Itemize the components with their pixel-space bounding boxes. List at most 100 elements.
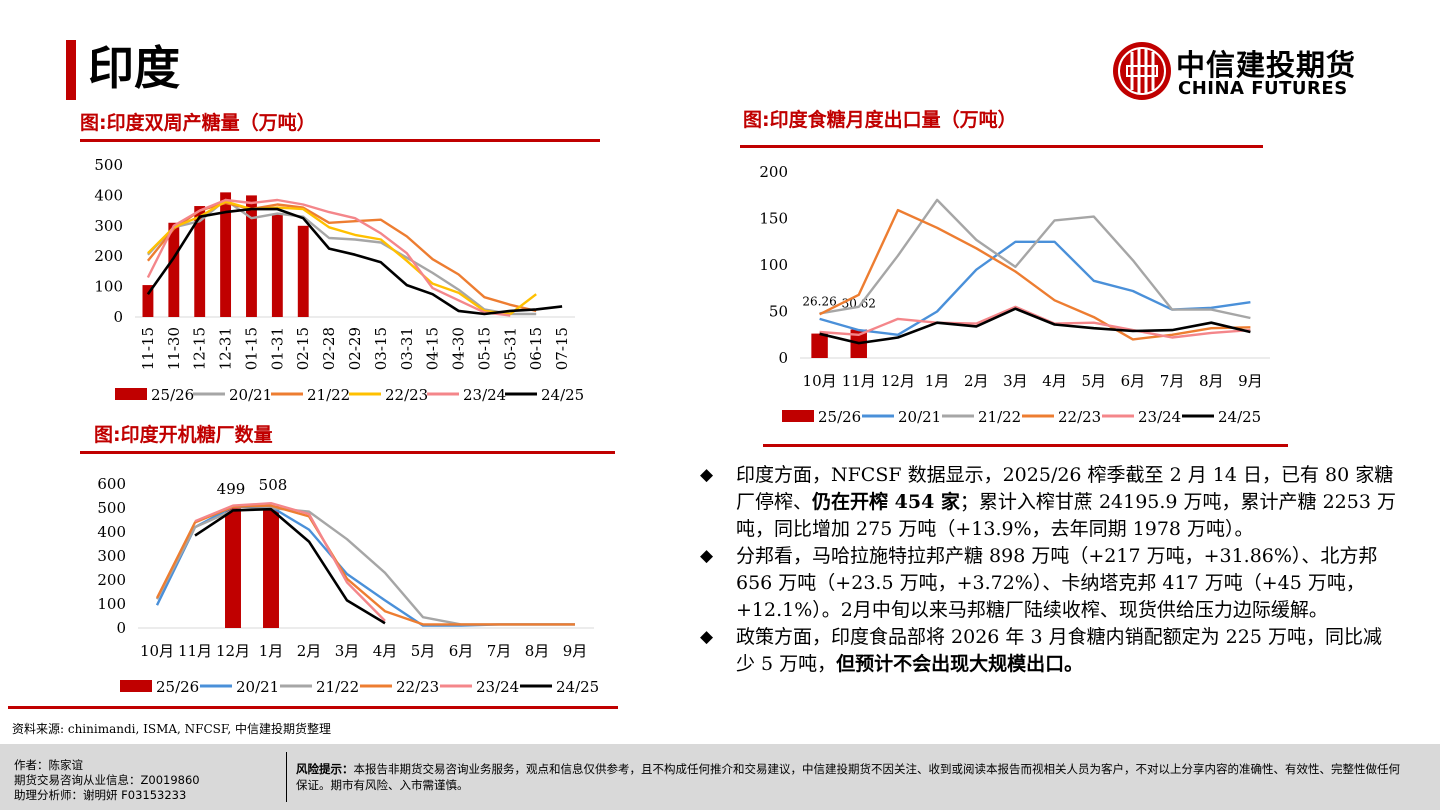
chart2-xtick-label: 12月: [216, 642, 250, 660]
risk-label: 风险提示：: [296, 762, 354, 776]
chart3-ytick-label: 200: [760, 163, 788, 181]
chart1-xtick-label: 03-31: [398, 327, 416, 370]
risk-text: 本报告非期货交易咨询业务服务，观点和信息仅供参考，且不构成任何推介和交易建议，中…: [296, 762, 1400, 792]
footer: 作者：陈家谊 期货交易咨询从业信息：Z0019860 助理分析师：谢明妍 F03…: [0, 744, 1440, 810]
bullet-policy: ◆ 政策方面，印度食品部将 2026 年 3 月食糖内销配额定为 225 万吨，…: [700, 624, 1400, 678]
chart1-xtick-label: 04-15: [424, 327, 442, 370]
chart2-series-line: [155, 504, 575, 626]
chart1-xtick-label: 05-31: [501, 327, 519, 370]
chart1-series-line: [146, 201, 537, 313]
chart1-ytick-label: 100: [94, 278, 123, 296]
chart1-series-line: [146, 198, 511, 317]
chart1-legend-label: 25/26: [151, 386, 194, 404]
chart1-xtick-label: 07-15: [553, 327, 571, 370]
diamond-bullet-icon: ◆: [700, 627, 714, 647]
data-source: 资料来源: chinimandi, ISMA, NFCSF, 中信建投期货整理: [12, 722, 331, 736]
chart1-ytick-label: 0: [113, 308, 123, 326]
chart2-ytick-label: 600: [97, 475, 126, 493]
chart3-xtick-label: 12月: [881, 372, 915, 390]
chart3-xtick-label: 2月: [964, 372, 989, 390]
chart2-ytick-label: 0: [116, 619, 126, 637]
chart2-ytick-label: 500: [97, 499, 126, 517]
bullet2-text: 分邦看，马哈拉施特拉邦产糖 898 万吨（+217 万吨，+31.86%）、北方…: [736, 545, 1378, 621]
chart3-ytick-label: 50: [769, 303, 788, 321]
chart2-xtick-label: 9月: [563, 642, 588, 660]
chart1-legend-label: 20/21: [229, 386, 272, 404]
chart1-xtick-label: 11-15: [139, 327, 157, 370]
footer-author-info: 作者：陈家谊 期货交易咨询从业信息：Z0019860 助理分析师：谢明妍 F03…: [14, 758, 200, 803]
brand-logo: 中信建投期货 CHINA FUTURES: [1112, 40, 1377, 104]
chart3-bar: [811, 333, 828, 358]
chart1-xtick-label: 05-15: [475, 327, 493, 370]
chart2-ytick-label: 200: [97, 571, 126, 589]
bullet1-bold: 仍在开榨 454 家: [812, 491, 960, 513]
risk-disclaimer: 风险提示：本报告非期货交易咨询业务服务，观点和信息仅供参考，且不构成任何推介和交…: [296, 761, 1406, 793]
chart1-bar: [297, 225, 309, 317]
chart1-series-line: [147, 200, 537, 316]
chart3-series-line: [819, 208, 1251, 341]
chart2-bar-label: 508: [259, 476, 288, 494]
chart3-bar-label: 26.26: [802, 295, 836, 309]
chart2-ytick-label: 300: [97, 547, 126, 565]
chart2-mills-operating: 0 100 200 300 400 500 600 499 508 10月 11月 12月 1月 2月 3月…: [97, 475, 599, 696]
chart2-legend-label: 22/23: [396, 678, 439, 696]
chart1-ytick-label: 300: [94, 217, 123, 235]
chart2-xtick-label: 11月: [178, 642, 212, 660]
chart1-bar: [246, 195, 257, 317]
chart1-bar: [194, 206, 206, 317]
page-title: 印度: [88, 41, 180, 95]
chart1-xtick-label: 01-15: [242, 327, 260, 370]
bullet3-text: 政策方面，印度食品部将 2026 年 3 月食糖内销配额定为 225 万吨，同比…: [736, 626, 1382, 675]
chart2-xtick-label: 10月: [140, 642, 174, 660]
chart1-legend-label: 23/24: [463, 386, 506, 404]
chart1-sugar-production: 0 100 200 300 400 500 11-15 11-30 12-15 12-31 01-1…: [94, 156, 584, 404]
chart3-xtick-label: 9月: [1238, 372, 1263, 390]
chart2-xtick-label: 1月: [259, 642, 284, 660]
bullet1-text: 印度方面，NFCSF 数据显示，2025/26 榨季截至 2 月 14 日，已有…: [736, 464, 1394, 513]
chart2-series-line: [155, 506, 575, 626]
chart2-title-rule: [80, 451, 615, 454]
chart2-bar: [225, 508, 241, 628]
chart3-xtick-label: 10月: [803, 372, 837, 390]
author-name: 作者：陈家谊: [14, 758, 83, 772]
logo-chinese-text: 中信建投期货: [1176, 48, 1357, 82]
chart2-title: 图:印度开机糖厂数量: [94, 424, 273, 446]
chart1-ytick-label: 500: [94, 156, 123, 174]
chart3-ytick-label: 150: [760, 210, 788, 228]
chart3-series-line: [819, 307, 1251, 345]
chart2-ytick-label: 100: [97, 595, 126, 613]
chart3-bottom-rule: [763, 444, 1288, 447]
chart3-xtick-label: 11月: [842, 372, 876, 390]
chart2-legend-label: 24/25: [556, 678, 599, 696]
chart3-ytick-label: 100: [760, 256, 788, 274]
chart3-legend-label: 25/26: [818, 408, 861, 426]
chart1-ytick-label: 200: [94, 247, 123, 265]
chart2-xtick-label: 3月: [335, 642, 360, 660]
chart1-legend-bar-swatch: [115, 388, 147, 400]
bullet1-text-end: ；累计入榨甘蔗 24195.9 万吨，累计产糖 2253 万吨，同比增加 275…: [736, 491, 1396, 540]
chart1-xtick-label: 12-31: [217, 327, 235, 370]
chart2-ytick-label: 400: [97, 523, 126, 541]
chart3-xtick-label: 1月: [925, 372, 950, 390]
chart3-xtick-label: 3月: [1003, 372, 1028, 390]
bullet-states: ◆ 分邦看，马哈拉施特拉邦产糖 898 万吨（+217 万吨，+31.86%）、…: [700, 543, 1400, 624]
chart3-legend-label: 20/21: [898, 408, 941, 426]
chart2-xtick-label: 7月: [487, 642, 512, 660]
chart2-bottom-rule: [8, 706, 618, 709]
china-futures-logo-icon: [1113, 42, 1171, 100]
chart1-legend-label: 22/23: [385, 386, 428, 404]
chart1-bar: [220, 192, 232, 317]
chart3-title-rule: [740, 145, 1263, 148]
chart2-legend-label: 21/22: [316, 678, 359, 696]
footer-divider: [286, 752, 287, 802]
chart2-series-line: [194, 502, 386, 622]
chart1-title: 图:印度双周产糖量（万吨）: [80, 112, 316, 134]
chart2-xtick-label: 5月: [411, 642, 436, 660]
assistant-analyst: 助理分析师：谢明妍 F03153233: [14, 788, 187, 802]
chart1-xtick-label: 03-15: [372, 327, 390, 370]
bullet-production: ◆ 印度方面，NFCSF 数据显示，2025/26 榨季截至 2 月 14 日，…: [700, 462, 1400, 543]
chart3-xtick-label: 5月: [1081, 372, 1106, 390]
chart1-xtick-label: 01-31: [268, 327, 286, 370]
chart1-title-rule: [80, 139, 600, 142]
diamond-bullet-icon: ◆: [700, 546, 714, 566]
